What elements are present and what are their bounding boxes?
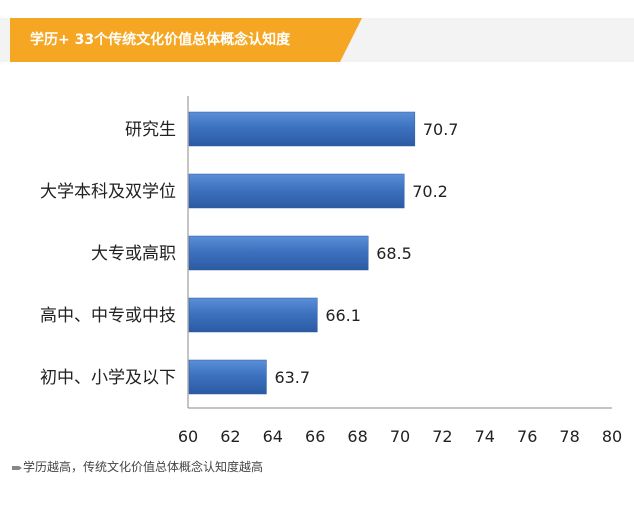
- footnote: 学历越高，传统文化价值总体概念认知度越高: [12, 458, 263, 475]
- bar: [188, 111, 416, 147]
- x-tick-label: 66: [305, 427, 325, 446]
- value-label: 70.2: [412, 182, 448, 201]
- value-label: 70.7: [423, 120, 459, 139]
- category-label: 大专或高职: [91, 244, 176, 264]
- category-label: 高中、中专或中技: [40, 306, 176, 326]
- x-tick-label: 80: [602, 427, 622, 446]
- bar: [188, 235, 369, 271]
- x-tick-label: 62: [220, 427, 240, 446]
- x-tick-label: 68: [347, 427, 367, 446]
- value-label: 66.1: [325, 306, 361, 325]
- x-tick-label: 60: [178, 427, 198, 446]
- category-label: 初中、小学及以下: [40, 368, 176, 388]
- bar: [188, 173, 405, 209]
- x-tick-label: 64: [263, 427, 283, 446]
- value-label: 68.5: [376, 244, 412, 263]
- title-tab: [10, 18, 362, 62]
- value-label: 63.7: [274, 368, 310, 387]
- bar: [188, 297, 318, 333]
- x-tick-label: 76: [517, 427, 537, 446]
- chart-title: 学历+ 33个传统文化价值总体概念认知度: [30, 32, 291, 48]
- footnote-text: 学历越高，传统文化价值总体概念认知度越高: [23, 460, 264, 474]
- bar: [188, 359, 267, 395]
- x-tick-label: 78: [559, 427, 579, 446]
- x-tick-label: 70: [390, 427, 410, 446]
- pencil-icon: [12, 465, 22, 470]
- x-tick-label: 72: [432, 427, 452, 446]
- x-tick-label: 74: [475, 427, 495, 446]
- category-label: 研究生: [125, 120, 176, 140]
- category-label: 大学本科及双学位: [40, 182, 176, 202]
